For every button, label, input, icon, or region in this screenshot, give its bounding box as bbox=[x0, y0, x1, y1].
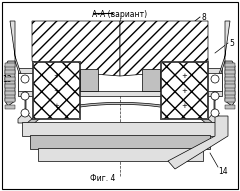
Bar bbox=[225, 98, 235, 102]
Text: +: + bbox=[181, 103, 187, 109]
Bar bbox=[30, 135, 210, 149]
Polygon shape bbox=[208, 21, 230, 123]
Bar bbox=[5, 91, 15, 95]
Bar bbox=[5, 105, 15, 109]
Text: +: + bbox=[181, 73, 187, 79]
Bar bbox=[225, 63, 235, 67]
Polygon shape bbox=[168, 116, 228, 169]
Circle shape bbox=[21, 75, 29, 83]
Text: +: + bbox=[53, 103, 59, 109]
Circle shape bbox=[21, 109, 29, 117]
Text: 10: 10 bbox=[155, 154, 165, 163]
Bar bbox=[225, 70, 235, 74]
Circle shape bbox=[21, 92, 29, 100]
Bar bbox=[225, 105, 235, 109]
Circle shape bbox=[211, 75, 219, 83]
Bar bbox=[5, 77, 15, 81]
Bar bbox=[142, 69, 160, 91]
Bar bbox=[225, 84, 235, 88]
Bar bbox=[38, 148, 203, 161]
Bar bbox=[33, 62, 79, 118]
Polygon shape bbox=[5, 61, 15, 106]
Text: 13: 13 bbox=[2, 74, 12, 83]
Bar bbox=[5, 98, 15, 102]
Text: 8: 8 bbox=[202, 12, 207, 22]
Text: 5: 5 bbox=[229, 39, 234, 48]
Bar bbox=[160, 61, 208, 119]
Polygon shape bbox=[120, 21, 208, 76]
Bar bbox=[5, 70, 15, 74]
Polygon shape bbox=[225, 61, 235, 106]
Bar bbox=[22, 122, 218, 136]
Text: +: + bbox=[53, 88, 59, 94]
Bar bbox=[80, 69, 98, 91]
Bar bbox=[5, 84, 15, 88]
Circle shape bbox=[211, 92, 219, 100]
Bar bbox=[18, 68, 222, 96]
Bar bbox=[161, 62, 207, 118]
Text: +: + bbox=[181, 88, 187, 94]
Polygon shape bbox=[25, 102, 215, 129]
Text: Фиг. 4: Фиг. 4 bbox=[90, 174, 115, 183]
Text: А-А (вариант): А-А (вариант) bbox=[92, 10, 148, 19]
Polygon shape bbox=[10, 21, 32, 123]
Polygon shape bbox=[32, 21, 120, 76]
Circle shape bbox=[211, 109, 219, 117]
Bar bbox=[225, 77, 235, 81]
Text: 14: 14 bbox=[218, 167, 228, 176]
Text: +: + bbox=[53, 73, 59, 79]
Bar bbox=[18, 73, 222, 91]
Bar bbox=[225, 91, 235, 95]
Text: 13: 13 bbox=[196, 88, 206, 97]
Bar bbox=[32, 61, 80, 119]
Bar bbox=[5, 63, 15, 67]
